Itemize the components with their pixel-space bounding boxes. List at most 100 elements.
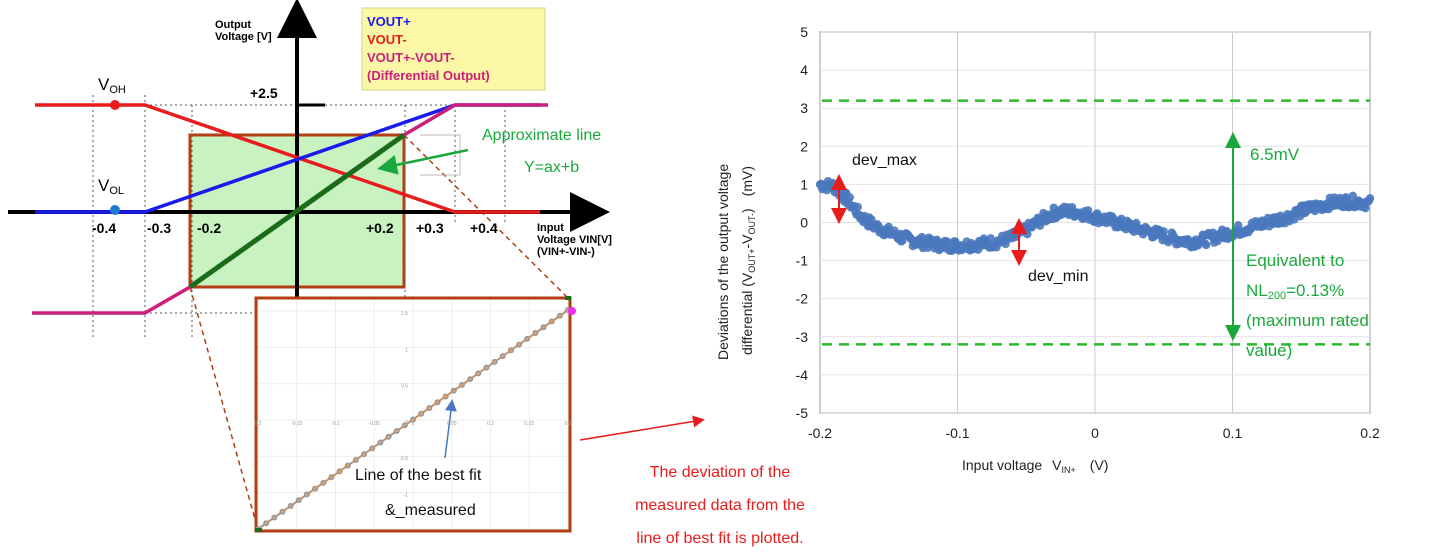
inset-x-tick: 0.05 xyxy=(447,421,457,427)
y-tick-label: 5 xyxy=(800,24,808,40)
legend-vout-minus: VOUT- xyxy=(367,32,407,47)
inset-point-core xyxy=(354,458,358,462)
data-point xyxy=(1201,240,1211,250)
x-axis-label-2: Voltage VIN[V] xyxy=(537,234,612,246)
y-tick-label: 1 xyxy=(800,176,808,192)
y-axis-label-1: Output xyxy=(215,19,251,31)
approx-callout-box xyxy=(420,134,461,176)
zoom-guides xyxy=(189,134,571,531)
y-axis-label-line2: differential (VOUT+-VOUT-)(mV) xyxy=(739,166,757,355)
inset-point-core xyxy=(289,504,293,508)
inset-point-core xyxy=(517,342,521,347)
voh-marker xyxy=(110,100,120,110)
inset-y-tick: 1 xyxy=(405,347,408,353)
inset-arrow xyxy=(444,399,457,459)
dev-min-label: dev_min xyxy=(1028,268,1088,285)
legend-diff-2: (Differential Output) xyxy=(367,68,490,83)
inset-x-tick: 0.2 xyxy=(255,421,262,427)
x-tick-label: 0.1 xyxy=(1223,425,1243,441)
inset-x-tick: 0.15 xyxy=(524,421,534,427)
inset-point-core xyxy=(427,406,431,410)
deviation-chart: 5 4 3 2 1 0 -1 -2 -3 -4 -5 -0.2 -0.1 0 0.1 0.2 Deviati… xyxy=(715,24,1380,475)
grid-lines xyxy=(819,31,1371,414)
inset-point-core xyxy=(541,325,546,329)
inset-point-core xyxy=(501,354,505,358)
inset-point-core xyxy=(460,383,464,387)
inset-point-core xyxy=(435,400,440,404)
tick-label-m04: -0.4 xyxy=(92,220,116,236)
approximate-line xyxy=(188,132,406,290)
tick-label-p02: +0.2 xyxy=(366,220,394,236)
data-point xyxy=(986,234,995,243)
x-axis-label: Input voltage VIN+ (V) xyxy=(962,457,1108,475)
zoom-inset: 0.2-0.15-0.1-0.0500.050.10.150.21.510.50… xyxy=(254,296,576,533)
data-points xyxy=(815,176,1375,256)
inset-point-core xyxy=(329,475,334,479)
inset-corner-marker-bottom xyxy=(255,528,262,532)
inset-point-core xyxy=(378,440,382,445)
y-tick-label: -4 xyxy=(796,367,809,383)
guide-lines xyxy=(92,95,540,340)
approx-line-label-2: Y=ax+b xyxy=(524,159,579,176)
inset-point-core xyxy=(550,319,554,324)
inset-end-marker xyxy=(568,307,576,315)
y-tick-label: 3 xyxy=(800,100,808,116)
inset-point-core xyxy=(362,452,366,456)
y-tick-labels: 5 4 3 2 1 0 -1 -2 -3 -4 -5 xyxy=(796,24,809,421)
deviation-note-1: The deviation of the xyxy=(650,464,791,481)
inset-point-core xyxy=(509,348,513,352)
tick-label-p03: +0.3 xyxy=(416,220,444,236)
inset-point-core xyxy=(386,435,391,439)
inset-point-core xyxy=(468,377,472,381)
y-tick-label: 2 xyxy=(800,138,808,154)
y-tick-label: -5 xyxy=(796,405,809,421)
inset-caption-1: Line of the best fit xyxy=(355,467,482,484)
inset-point-core xyxy=(452,389,456,393)
inset-x-tick: -0.1 xyxy=(331,421,340,427)
inset-point-core xyxy=(337,469,342,473)
deviation-note-3: line of best fit is plotted. xyxy=(636,530,803,547)
approx-line-label-1: Approximate line xyxy=(482,127,601,144)
inset-point-core xyxy=(264,521,268,525)
tick-label-m02: -0.2 xyxy=(197,220,221,236)
inset-point-core xyxy=(321,481,325,485)
inset-point-core xyxy=(484,366,489,370)
transfer-diagram: Output Voltage [V] Input Voltage VIN[V] … xyxy=(8,0,805,547)
approx-arrow xyxy=(377,148,469,175)
inset-point-core xyxy=(403,423,407,427)
inset-measured-points xyxy=(255,307,571,532)
y-tick-label: 4 xyxy=(800,62,808,78)
y-axis-label-line1: Deviations of the output voltage xyxy=(715,164,731,360)
inset-y-tick: 1.5 xyxy=(401,311,408,317)
y-axis-label-2: Voltage [V] xyxy=(215,31,272,43)
legend: VOUT+ VOUT- VOUT+-VOUT- (Differential Ou… xyxy=(361,7,546,91)
inset-point-core xyxy=(346,464,350,468)
limit-lines xyxy=(822,99,1370,346)
x-axis-label-1: Input xyxy=(537,222,564,234)
dev-max-label: dev_max xyxy=(852,152,917,169)
x-tick-label: 0 xyxy=(1091,425,1099,441)
y-tick-label: -1 xyxy=(796,253,809,269)
inset-point-core xyxy=(297,498,301,502)
x-axis-label-3: (VIN+-VIN-) xyxy=(537,246,595,258)
inset-point-core xyxy=(492,360,497,364)
x-tick-label: 0.2 xyxy=(1360,425,1380,441)
legend-vout-plus: VOUT+ xyxy=(367,14,411,29)
inset-point-core xyxy=(419,412,423,416)
inset-caption-2: &_measured xyxy=(385,502,476,519)
inset-x-tick: -0.05 xyxy=(369,421,381,427)
inset-y-tick: 0.5 xyxy=(401,384,408,390)
inset-x-tick: 0.1 xyxy=(487,421,494,427)
x-tick-label: -0.2 xyxy=(808,425,832,441)
deviation-note-2: measured data from the xyxy=(635,497,805,514)
inset-corner-marker xyxy=(565,296,571,300)
inset-y-tick: -0.5 xyxy=(399,456,408,462)
inset-y-tick: -1 xyxy=(404,493,409,499)
inset-point-core xyxy=(370,446,374,450)
voh-label: VOH xyxy=(98,75,126,96)
equiv-line-1: Equivalent to xyxy=(1246,251,1344,270)
inset-x-tick: 0 xyxy=(412,421,415,427)
inset-point-core xyxy=(280,510,285,514)
pointer-arrow xyxy=(579,415,705,441)
tick-label-p04: +0.4 xyxy=(470,220,498,236)
